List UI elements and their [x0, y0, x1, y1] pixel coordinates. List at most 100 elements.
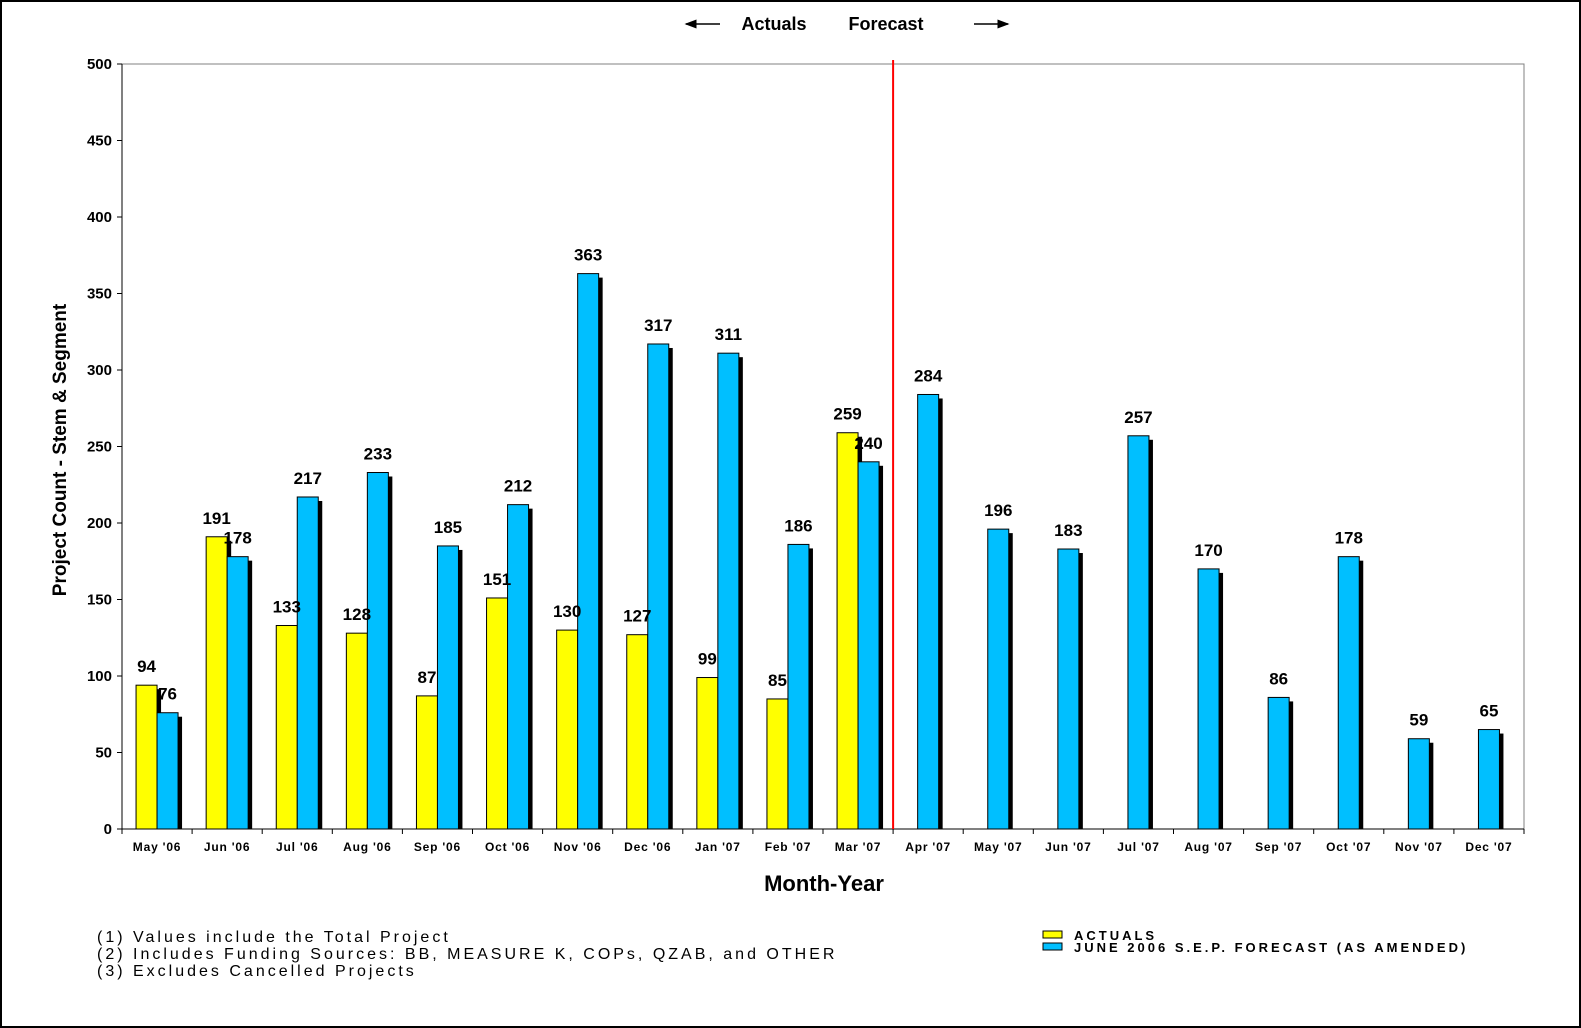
x-tick-label: May '06 — [133, 840, 181, 854]
y-tick-label: 300 — [87, 362, 112, 379]
data-label-forecast: 257 — [1124, 408, 1152, 427]
bar-actuals — [766, 698, 789, 830]
y-axis-title: Project Count - Stem & Segment — [50, 303, 71, 596]
y-axis: 0 50 100 150 200 250 300 350 400 450 500 — [87, 56, 123, 838]
y-tick-label: 200 — [87, 515, 112, 532]
bar-forecast — [787, 543, 810, 830]
bar-actuals — [275, 625, 298, 830]
x-tick-label: Dec '06 — [624, 840, 671, 854]
x-tick-label: Nov '06 — [554, 840, 602, 854]
bar-forecast — [366, 472, 389, 830]
x-tick-label: Nov '07 — [1395, 840, 1443, 854]
bar-actuals — [345, 632, 368, 830]
bar-actuals — [626, 634, 649, 830]
y-tick-label: 0 — [104, 821, 112, 838]
bar-forecast — [1407, 738, 1430, 830]
bar-actuals — [205, 536, 228, 830]
x-tick-label: Aug '06 — [343, 840, 391, 854]
data-label-actuals: 128 — [343, 605, 371, 624]
x-tick-label: Jan '07 — [695, 840, 741, 854]
y-tick-label: 250 — [87, 439, 112, 456]
legend-swatch-actuals — [1042, 930, 1063, 939]
data-label-actuals: 151 — [483, 570, 511, 589]
bar-actuals — [415, 695, 438, 830]
x-tick-label: Apr '07 — [905, 840, 951, 854]
data-label-actuals: 87 — [417, 668, 436, 687]
x-tick-label: Mar '07 — [835, 840, 881, 854]
bar-forecast — [1337, 556, 1360, 830]
bar-forecast — [917, 393, 940, 830]
bar-forecast — [717, 352, 740, 830]
bar-forecast — [156, 712, 179, 830]
bar-actuals — [135, 684, 158, 830]
y-tick-label: 50 — [95, 745, 112, 762]
data-label-forecast: 233 — [364, 445, 392, 464]
data-label-forecast: 196 — [984, 501, 1012, 520]
bar-actuals — [696, 677, 719, 830]
y-tick-label: 400 — [87, 209, 112, 226]
bar-forecast — [577, 273, 600, 830]
data-label-actuals: 259 — [833, 405, 861, 424]
x-tick-label: Sep '07 — [1255, 840, 1302, 854]
x-tick-label: May '07 — [974, 840, 1022, 854]
data-label-forecast: 76 — [158, 685, 177, 704]
bar-forecast — [647, 343, 670, 830]
bar-actuals — [486, 597, 509, 830]
legend: ACTUALS JUNE 2006 S.E.P. FORECAST (AS AM… — [1042, 928, 1468, 955]
data-label-forecast: 186 — [784, 516, 812, 535]
bar-forecast — [507, 504, 530, 830]
x-tick-label: Jun '07 — [1045, 840, 1091, 854]
data-label-forecast: 178 — [1335, 529, 1363, 548]
bar-forecast — [296, 496, 319, 830]
x-tick-label: Feb '07 — [765, 840, 811, 854]
x-tick-label: Oct '07 — [1326, 840, 1371, 854]
forecast-period-label: Forecast — [848, 14, 923, 34]
bar-forecast — [226, 556, 249, 830]
footnote-1: (1) Values include the Total Project — [97, 929, 451, 946]
data-label-forecast: 240 — [854, 434, 882, 453]
data-label-forecast: 183 — [1054, 521, 1082, 540]
footnote-3: (3) Excludes Cancelled Projects — [97, 963, 417, 980]
data-label-actuals: 130 — [553, 602, 581, 621]
x-tick-label: Jun '06 — [204, 840, 250, 854]
actuals-period-label: Actuals — [741, 14, 806, 34]
plot-area — [121, 63, 1525, 830]
footnote-2: (2) Includes Funding Sources: BB, MEASUR… — [97, 946, 837, 963]
data-label-forecast: 185 — [434, 518, 462, 537]
data-labels-group: 9476191178133217128233871851512121303631… — [137, 246, 1498, 730]
data-label-actuals: 191 — [202, 509, 230, 528]
data-label-forecast: 178 — [223, 529, 251, 548]
data-label-actuals: 133 — [273, 598, 301, 617]
bar-forecast — [1477, 729, 1500, 830]
bar-forecast — [1057, 548, 1080, 830]
x-tick-label: Aug '07 — [1184, 840, 1232, 854]
data-label-forecast: 363 — [574, 246, 602, 265]
data-label-actuals: 85 — [768, 671, 787, 690]
x-tick-label: Oct '06 — [485, 840, 530, 854]
data-label-forecast: 311 — [715, 325, 742, 344]
data-label-forecast: 170 — [1194, 541, 1222, 560]
data-label-forecast: 212 — [504, 477, 532, 496]
x-axis-title: Month-Year — [764, 871, 884, 896]
x-tick-label: Jul '07 — [1117, 840, 1159, 854]
x-tick-label: Jul '06 — [276, 840, 318, 854]
bar-forecast — [987, 528, 1010, 830]
y-tick-label: 450 — [87, 133, 112, 150]
y-tick-label: 350 — [87, 286, 112, 303]
legend-label-actuals: ACTUALS — [1074, 928, 1157, 943]
bar-forecast — [1127, 435, 1150, 830]
y-tick-label: 100 — [87, 668, 112, 685]
data-label-actuals: 99 — [698, 650, 717, 669]
legend-swatch-forecast — [1042, 942, 1063, 951]
bars-group — [135, 60, 1504, 830]
data-label-forecast: 65 — [1479, 702, 1498, 721]
bar-actuals — [836, 432, 859, 830]
y-tick-label: 500 — [87, 56, 112, 73]
data-label-forecast: 284 — [914, 366, 943, 385]
bar-forecast — [1197, 568, 1220, 830]
bar-forecast — [436, 545, 459, 830]
y-tick-label: 150 — [87, 592, 112, 609]
legend-label-forecast: JUNE 2006 S.E.P. FORECAST (AS AMENDED) — [1074, 940, 1468, 955]
x-axis: May '06 Jun '06 Jul '06 Aug '06 Sep '06 Oct '… — [121, 828, 1525, 854]
